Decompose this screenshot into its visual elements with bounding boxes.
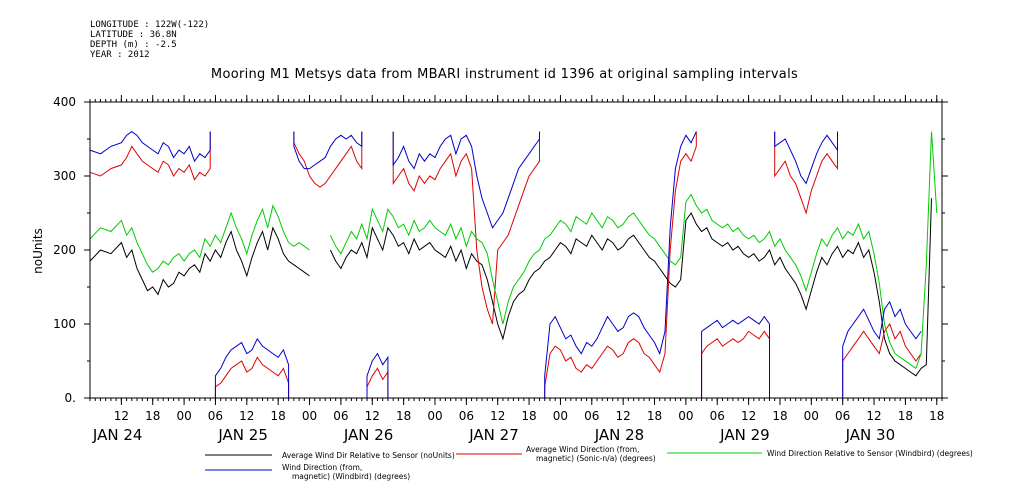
x-hour-label: 12 bbox=[616, 409, 631, 423]
chart-title: Mooring M1 Metsys data from MBARI instru… bbox=[210, 67, 799, 82]
x-hour-label: 18 bbox=[929, 409, 944, 423]
depth-text: DEPTH (m) : -2.5 bbox=[90, 40, 177, 50]
x-hour-label: 00 bbox=[176, 409, 191, 423]
x-day-label: JAN 27 bbox=[468, 426, 519, 444]
x-hour-label: 06 bbox=[835, 409, 850, 423]
x-hour-label: 00 bbox=[678, 409, 693, 423]
x-day-label: JAN 30 bbox=[845, 426, 896, 444]
x-hour-label: 12 bbox=[490, 409, 505, 423]
x-hour-label: 06 bbox=[459, 409, 474, 423]
x-hour-label: 18 bbox=[521, 409, 536, 423]
axis-layer: 0. 100 200 300 400 12 18 00 06 12 18 00 06 12 18 00 06 12… bbox=[53, 95, 948, 444]
y-tick-label: 200 bbox=[53, 243, 76, 257]
metadata-block: LONGITUDE : 122W(-122) LATITUDE : 36.8N … bbox=[90, 20, 209, 60]
series-line-2 bbox=[89, 131, 922, 398]
x-hour-label: 12 bbox=[866, 409, 881, 423]
y-tick-label: 100 bbox=[53, 317, 76, 331]
x-hour-label: 12 bbox=[114, 409, 129, 423]
y-axis-label: noUnits bbox=[31, 228, 45, 274]
x-hour-label: 00 bbox=[302, 409, 317, 423]
x-hour-label: 06 bbox=[710, 409, 725, 423]
x-day-label: JAN 29 bbox=[719, 426, 770, 444]
x-hour-label: 18 bbox=[898, 409, 913, 423]
x-hour-label: 00 bbox=[553, 409, 568, 423]
x-day-label: JAN 28 bbox=[594, 426, 645, 444]
x-day-label: JAN 26 bbox=[343, 426, 394, 444]
x-day-label: JAN 24 bbox=[92, 426, 143, 444]
year-text: YEAR : 2012 bbox=[90, 50, 150, 60]
x-hour-label: 18 bbox=[145, 409, 160, 423]
series-line-4 bbox=[89, 130, 922, 398]
x-hour-label: 18 bbox=[396, 409, 411, 423]
x-hour-label: 06 bbox=[584, 409, 599, 423]
legend-label-line2: magnetic) (Windbird) (degrees) bbox=[292, 472, 410, 481]
latitude-text: LATITUDE : 36.8N bbox=[90, 30, 177, 40]
x-day-label: JAN 25 bbox=[217, 426, 268, 444]
x-hour-label: 06 bbox=[208, 409, 223, 423]
y-tick-label: 0. bbox=[65, 391, 76, 405]
x-hour-label: 18 bbox=[271, 409, 286, 423]
x-hour-label: 06 bbox=[333, 409, 348, 423]
plot-frame bbox=[89, 101, 943, 399]
legend-label: Average Wind Direction (from, bbox=[526, 445, 639, 454]
x-hour-label: 12 bbox=[239, 409, 254, 423]
x-hour-label: 12 bbox=[741, 409, 756, 423]
legend-label: Wind Direction (from, bbox=[282, 463, 362, 472]
x-hour-label: 18 bbox=[647, 409, 662, 423]
longitude-text: LONGITUDE : 122W(-122) bbox=[90, 20, 210, 30]
series-line-3 bbox=[89, 131, 938, 370]
legend-label-line2: magnetic) (Sonic-n/a) (degrees) bbox=[536, 454, 656, 463]
x-hour-label: 12 bbox=[365, 409, 380, 423]
series-line-1 bbox=[89, 198, 932, 377]
legend-label: Wind Direction Relative to Sensor (Windb… bbox=[767, 449, 973, 458]
x-hour-label: 18 bbox=[772, 409, 787, 423]
x-hour-label: 00 bbox=[804, 409, 819, 423]
y-tick-label: 300 bbox=[53, 169, 76, 183]
series-layer bbox=[89, 130, 938, 398]
y-tick-label: 400 bbox=[53, 95, 76, 109]
x-hour-label: 00 bbox=[427, 409, 442, 423]
legend: Average Wind Dir Relative to Sensor (noU… bbox=[205, 445, 973, 481]
legend-label: Average Wind Dir Relative to Sensor (noU… bbox=[282, 451, 455, 460]
